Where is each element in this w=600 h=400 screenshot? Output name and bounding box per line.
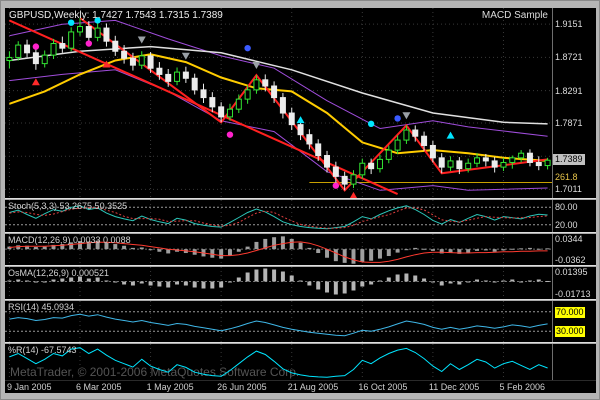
chart-area: GBPUSD,Weekly: 1.7427 1.7543 1.7315 1.73… bbox=[5, 8, 596, 393]
symbol-title: GBPUSD,Weekly: 1.7427 1.7543 1.7315 1.73… bbox=[9, 10, 223, 21]
price-tick-label: 1.8291 bbox=[555, 85, 583, 96]
panel-separator[interactable] bbox=[5, 232, 596, 234]
stoch-label: Stoch(5,3,3) 53.2675 50.3525 bbox=[8, 201, 128, 211]
level-label: 30.000 bbox=[555, 326, 585, 338]
indicator-tick-label: -0.01713 bbox=[555, 289, 591, 299]
price-tick-label: 1.8721 bbox=[555, 52, 583, 63]
panel-separator[interactable] bbox=[5, 265, 596, 267]
price-tick-label: 1.7871 bbox=[555, 118, 583, 128]
level-label: 20.00 bbox=[555, 219, 578, 230]
osma-label: OsMA(12,26,9) 0.000521 bbox=[8, 268, 110, 278]
macd-label: MACD(12,26,9) 0.0033 0.0088 bbox=[8, 235, 131, 245]
time-label: 11 Dec 2005 bbox=[428, 382, 480, 392]
panel-separator[interactable] bbox=[5, 198, 596, 200]
panel-stoch[interactable]: Stoch(5,3,3) 53.2675 50.3525 80.00 20.00 bbox=[5, 200, 596, 232]
time-label: 16 Oct 2005 bbox=[358, 382, 408, 392]
time-label: 26 Jun 2005 bbox=[217, 382, 267, 392]
panel-osma[interactable]: OsMA(12,26,9) 0.000521 0.01395 -0.01713 bbox=[5, 267, 596, 299]
indicator-tick-label: 0.0344 bbox=[555, 234, 583, 244]
main-chart[interactable]: GBPUSD,Weekly: 1.7427 1.7543 1.7315 1.73… bbox=[5, 8, 596, 198]
time-label: 5 Feb 2006 bbox=[499, 382, 546, 392]
rsi-label: RSI(14) 45.0934 bbox=[8, 302, 75, 312]
time-label: 9 Jan 2005 bbox=[7, 382, 52, 392]
price-tick-label: 1.7011 bbox=[555, 184, 582, 195]
panel-separator[interactable] bbox=[5, 342, 596, 344]
time-label: 21 Aug 2005 bbox=[287, 382, 339, 392]
time-axis[interactable]: 9 Jan 2005 6 Mar 2005 1 May 2005 26 Jun 200… bbox=[5, 380, 596, 393]
indicator-tick-label: 0.01395 bbox=[555, 267, 588, 277]
time-label: 6 Mar 2005 bbox=[75, 382, 122, 392]
indicator-tick-label: -0.0362 bbox=[555, 255, 586, 265]
level-label: 80.00 bbox=[555, 202, 578, 213]
panel-macd[interactable]: MACD(12,26,9) 0.0033 0.0088 0.0344 -0.036… bbox=[5, 234, 596, 265]
panel-wpr[interactable]: %R(14) -67.5743 MetaTrader, © 2001-2006 … bbox=[5, 344, 596, 380]
wpr-label: %R(14) -67.5743 bbox=[8, 345, 77, 355]
fib-level-label: 261.8 bbox=[555, 171, 578, 182]
watermark: MetaTrader, © 2001-2006 MetaQuotes Softw… bbox=[10, 365, 300, 379]
panel-separator[interactable] bbox=[5, 299, 596, 301]
price-tick-label: 1.9151 bbox=[555, 19, 583, 30]
level-label: 70.000 bbox=[555, 306, 585, 318]
time-label: 1 May 2005 bbox=[146, 382, 194, 392]
panel-rsi[interactable]: RSI(14) 45.0934 70.000 30.000 bbox=[5, 301, 596, 342]
expert-name: MACD Sample bbox=[481, 10, 548, 21]
current-price-label: 1.7389 bbox=[553, 154, 585, 166]
